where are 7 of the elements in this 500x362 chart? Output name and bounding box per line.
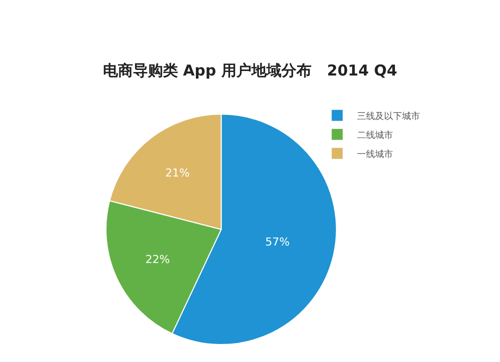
chart-title: 电商导购类 App 用户地域分布 2014 Q4 xyxy=(102,62,398,80)
legend-label: 三线及以下城市 xyxy=(357,110,420,122)
data-label: 22% xyxy=(145,252,170,266)
legend-label: 一线城市 xyxy=(357,148,394,160)
legend-label: 二线城市 xyxy=(357,130,394,141)
data-label: 21% xyxy=(165,166,190,180)
data-label: 57% xyxy=(265,235,290,248)
